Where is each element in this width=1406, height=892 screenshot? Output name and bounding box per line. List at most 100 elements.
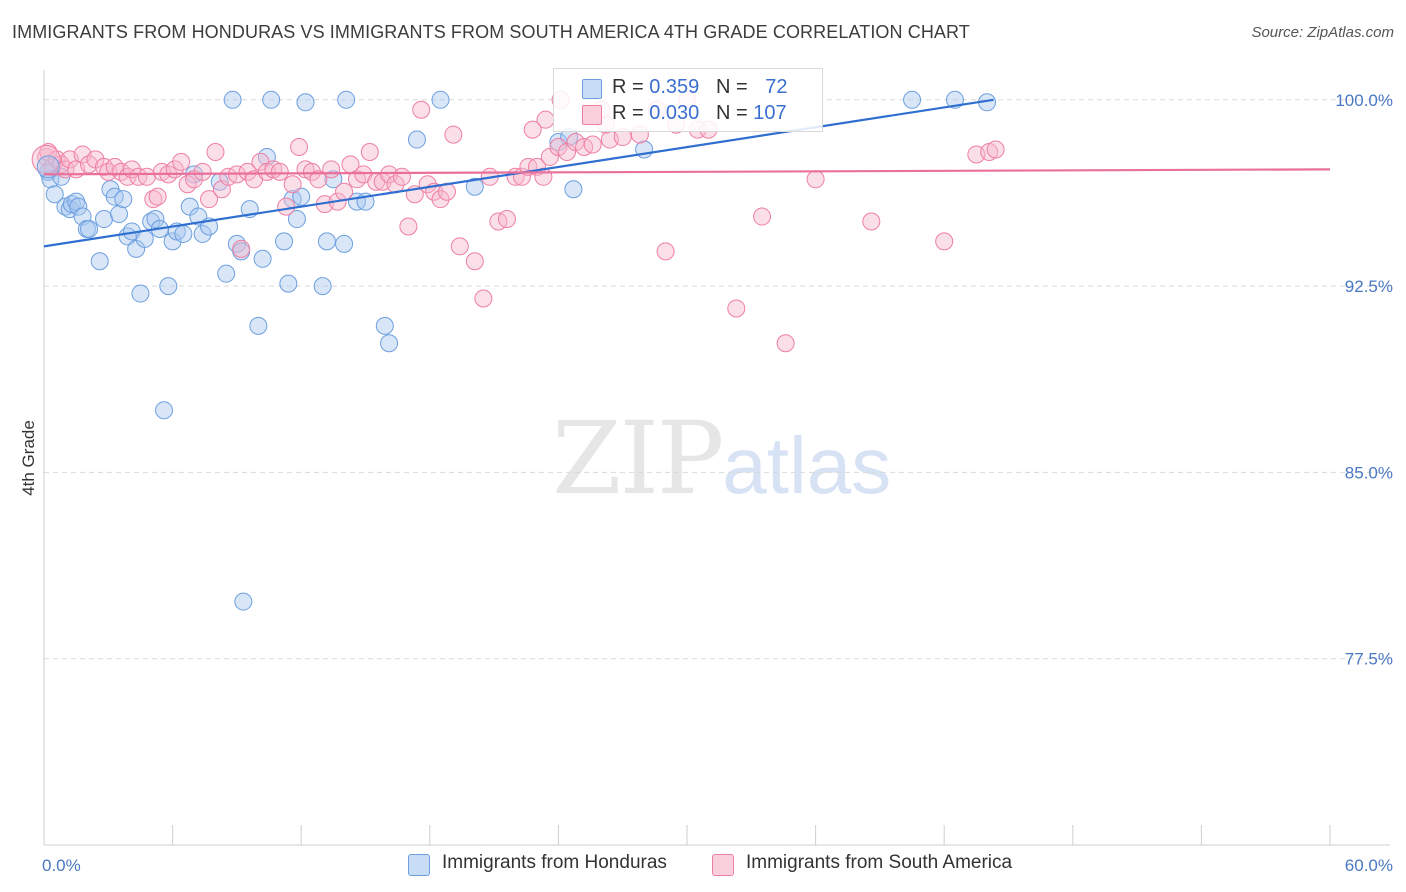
south-america-point	[806, 170, 825, 189]
x-tick-label: 60.0%	[1345, 856, 1393, 875]
stats-row-south-america: R = 0.030 N = 107	[554, 101, 822, 129]
honduras-point	[296, 93, 315, 112]
honduras-point	[262, 90, 281, 109]
honduras-point	[69, 197, 88, 216]
south-america-point	[465, 252, 484, 271]
legend-label: Immigrants from South America	[746, 852, 1013, 873]
n-label: N =	[715, 102, 754, 124]
south-america-point	[450, 237, 469, 256]
south-america-point	[444, 125, 463, 144]
honduras-point	[292, 187, 311, 206]
south-america-point	[232, 239, 251, 258]
south-america-point	[399, 217, 418, 236]
south-america-point	[474, 289, 493, 308]
south-america-point	[392, 167, 411, 186]
y-tick-label: 92.5%	[1345, 277, 1393, 296]
r-label: R =	[612, 76, 650, 98]
honduras-point	[45, 185, 64, 204]
south-america-point	[322, 160, 341, 179]
honduras-point	[564, 180, 583, 199]
honduras-point	[335, 234, 354, 253]
honduras-point	[155, 401, 174, 420]
y-tick-label: 77.5%	[1345, 650, 1393, 669]
honduras-point	[174, 224, 193, 243]
south-america-trend-line	[43, 168, 1331, 176]
south-america-point	[753, 207, 772, 226]
honduras-point	[279, 274, 298, 293]
y-axis-label: 4th Grade	[19, 420, 38, 496]
n-value: 72	[765, 76, 788, 98]
south-america-point	[497, 210, 516, 229]
honduras-point	[36, 155, 60, 179]
r-label: R =	[612, 102, 650, 124]
legend-label: Immigrants from Honduras	[442, 852, 667, 873]
south-america-point	[290, 138, 309, 157]
south-america-point	[206, 142, 225, 161]
south-america-point	[986, 140, 1005, 159]
axes	[43, 70, 1390, 846]
chart-title: IMMIGRANTS FROM HONDURAS VS IMMIGRANTS F…	[12, 22, 970, 42]
south-america-point	[309, 170, 328, 189]
south-america-point	[137, 167, 156, 186]
honduras-point	[465, 177, 484, 196]
south-america-point	[412, 100, 431, 119]
data-points	[31, 90, 1005, 611]
honduras-legend-swatch	[408, 854, 430, 876]
watermark-atlas: atlas	[722, 421, 892, 510]
south-america-swatch	[582, 105, 602, 125]
x-tick-label: 0.0%	[42, 856, 81, 875]
honduras-point	[234, 592, 253, 611]
honduras-point	[131, 284, 150, 303]
south-america-point	[431, 190, 450, 209]
honduras-point	[253, 249, 272, 268]
south-america-point	[283, 175, 302, 194]
south-america-point	[148, 187, 167, 206]
south-america-point	[193, 162, 212, 181]
south-america-point	[277, 197, 296, 216]
south-america-point	[238, 162, 257, 181]
honduras-point	[337, 90, 356, 109]
south-america-point	[862, 212, 881, 231]
honduras-point	[407, 130, 426, 149]
trend-lines	[43, 98, 1331, 248]
south-america-point	[172, 152, 191, 171]
honduras-point	[217, 264, 236, 283]
south-america-point	[200, 190, 219, 209]
watermark-zip: ZIP	[552, 400, 724, 517]
honduras-point	[114, 190, 133, 209]
honduras-point	[135, 229, 154, 248]
r-value: 0.359	[649, 76, 700, 98]
honduras-point	[275, 232, 294, 251]
stats-legend: R = 0.359 N = 72 R = 0.030 N = 107	[553, 68, 823, 132]
honduras-point	[375, 316, 394, 335]
south-america-legend-swatch	[712, 854, 734, 876]
n-label: N =	[715, 76, 754, 98]
south-america-point	[776, 334, 795, 353]
source-credit: Source: ZipAtlas.com	[1251, 24, 1394, 41]
zipatlas-watermark: ZIPatlas	[552, 400, 891, 517]
honduras-point	[903, 90, 922, 109]
south-america-point	[360, 142, 379, 161]
y-tick-label: 85.0%	[1345, 463, 1393, 482]
south-america-point	[302, 162, 321, 181]
honduras-point	[380, 334, 399, 353]
south-america-point	[935, 232, 954, 251]
honduras-point	[431, 90, 450, 109]
honduras-point	[95, 210, 114, 229]
y-tick-label: 100.0%	[1335, 91, 1393, 110]
honduras-point	[90, 252, 109, 271]
honduras-point	[287, 210, 306, 229]
honduras-point	[249, 316, 268, 335]
grid-lines	[44, 99, 1390, 660]
series-legend: Immigrants from Honduras Immigrants from…	[0, 852, 1406, 878]
honduras-point	[146, 210, 165, 229]
honduras-point	[163, 232, 182, 251]
axis-labels: 77.5% 85.0% 92.5% 100.0% 0.0% 60.0% 4th Grade	[19, 91, 1393, 875]
south-america-point	[335, 182, 354, 201]
honduras-point	[193, 224, 212, 243]
south-america-point	[656, 242, 675, 261]
honduras-swatch	[582, 79, 602, 99]
n-value: 107	[753, 102, 787, 124]
honduras-point	[159, 277, 178, 296]
